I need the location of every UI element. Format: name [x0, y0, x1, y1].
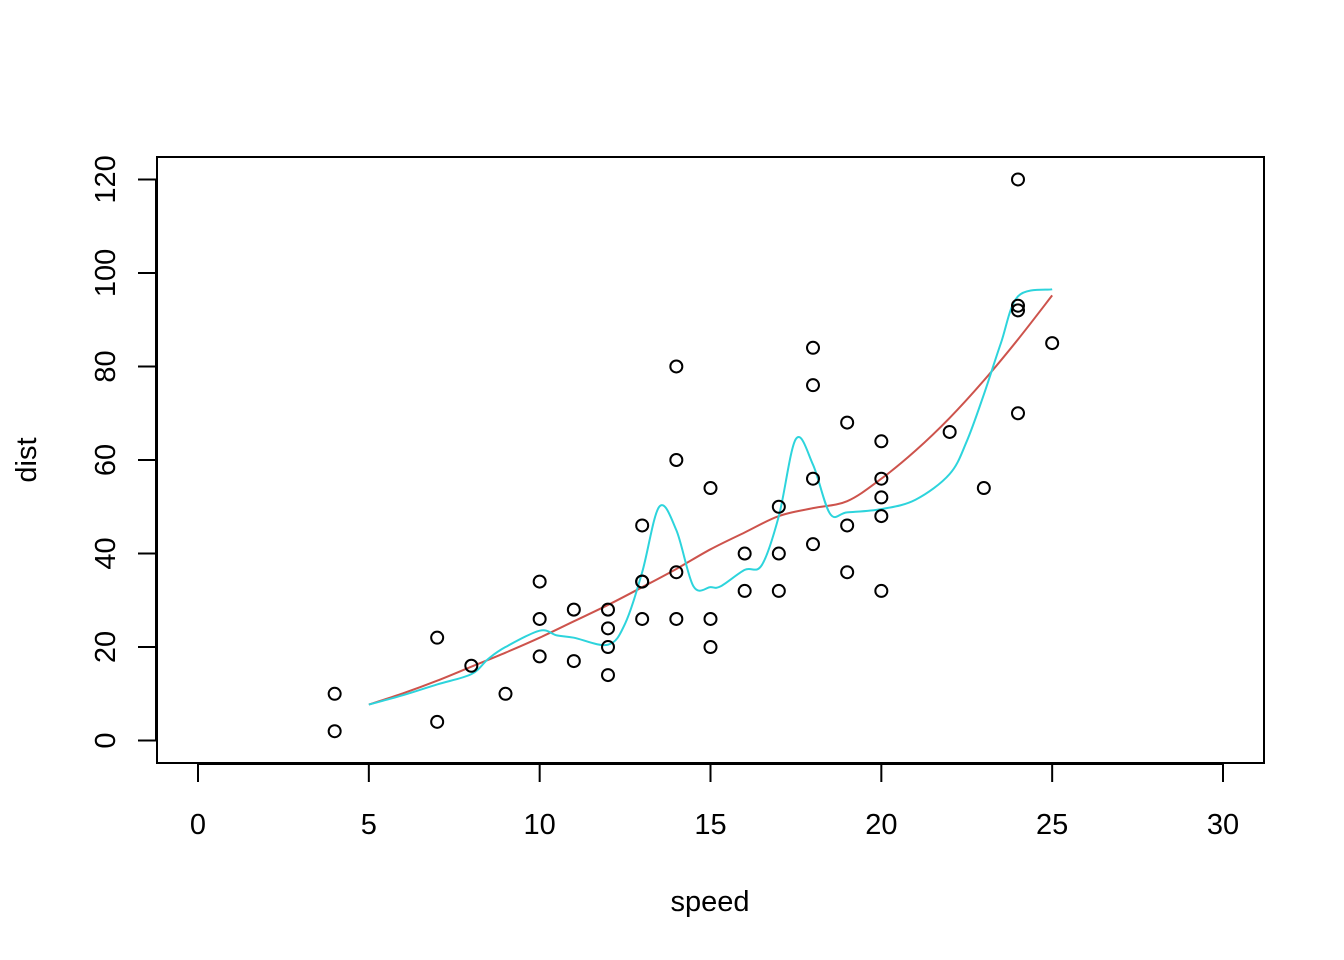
- data-point: [737, 546, 752, 561]
- data-point: [498, 686, 513, 701]
- plot-frame: [156, 156, 1265, 764]
- data-point: [874, 583, 889, 598]
- data-point: [635, 611, 650, 626]
- data-point: [874, 434, 889, 449]
- y-tick-label: 0: [90, 732, 122, 748]
- x-tick-label: 15: [694, 809, 726, 841]
- data-points: [327, 172, 1060, 739]
- data-point: [703, 481, 718, 496]
- data-point: [566, 654, 581, 669]
- data-point: [806, 537, 820, 552]
- y-tick-label: 60: [90, 444, 122, 476]
- data-point: [1045, 336, 1060, 351]
- x-tick-label: 10: [524, 809, 556, 841]
- data-point: [840, 415, 855, 430]
- data-point: [806, 471, 820, 486]
- data-point: [976, 481, 991, 496]
- x-tick-label: 5: [361, 809, 377, 841]
- x-axis-title: speed: [670, 886, 749, 918]
- x-tick-label: 20: [865, 809, 897, 841]
- data-point: [1011, 298, 1025, 313]
- y-tick-label: 20: [90, 631, 122, 663]
- y-tick-label: 100: [90, 249, 122, 297]
- data-point: [1011, 303, 1025, 318]
- data-point: [669, 453, 684, 467]
- data-point: [532, 574, 547, 589]
- data-point: [601, 602, 615, 617]
- data-point: [601, 668, 615, 683]
- data-point: [430, 714, 445, 729]
- data-point: [635, 574, 650, 589]
- data-point: [771, 499, 786, 514]
- data-point: [601, 621, 615, 636]
- data-point: [703, 611, 718, 626]
- data-point: [1011, 406, 1025, 421]
- data-point: [874, 471, 889, 486]
- data-point: [942, 424, 957, 439]
- series-line-2: [368, 288, 1053, 706]
- data-point: [601, 640, 615, 655]
- data-point: [532, 611, 547, 626]
- data-point: [566, 602, 581, 617]
- smooth-lines: [368, 288, 1053, 706]
- x-axis: 0 5 10 15 20 25 30: [190, 763, 1239, 841]
- data-point: [737, 583, 752, 598]
- data-point: [806, 378, 820, 393]
- data-point: [1011, 172, 1025, 187]
- y-axis-title: dist: [11, 437, 43, 482]
- data-point: [464, 658, 479, 673]
- data-point: [840, 518, 855, 533]
- y-tick-label: 40: [90, 537, 122, 569]
- data-point: [771, 583, 786, 598]
- data-point: [669, 565, 684, 580]
- data-point: [874, 509, 889, 524]
- data-point: [669, 359, 684, 374]
- x-tick-label: 0: [190, 809, 206, 841]
- data-point: [874, 490, 889, 505]
- data-point: [430, 630, 445, 645]
- data-point: [771, 546, 786, 561]
- data-point: [532, 649, 547, 664]
- data-point: [669, 611, 684, 626]
- x-tick-label: 25: [1036, 809, 1068, 841]
- x-tick-label: 30: [1207, 809, 1239, 841]
- y-tick-label: 120: [90, 155, 122, 203]
- y-axis: 0 20 40 60 80 100 120: [90, 155, 157, 749]
- series-line-1: [368, 294, 1053, 706]
- data-point: [327, 686, 342, 701]
- y-tick-label: 80: [90, 350, 122, 382]
- data-point: [703, 640, 718, 655]
- data-point: [635, 518, 650, 533]
- data-point: [327, 724, 342, 739]
- data-point: [840, 565, 855, 580]
- data-point: [806, 340, 820, 355]
